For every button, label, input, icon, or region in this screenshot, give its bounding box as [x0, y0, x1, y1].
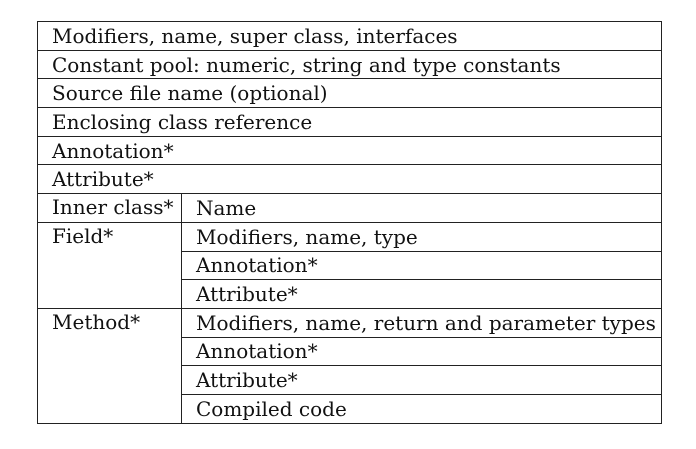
table-row: Attribute*	[38, 365, 662, 395]
field-modifiers-cell: Modifiers, name, type	[181, 221, 662, 252]
table-row: Annotation*	[37, 135, 662, 166]
table-row: Inner class* Name	[37, 193, 662, 223]
class-file-structure-table: Modifiers, name, super class, interfaces…	[37, 21, 662, 424]
source-file-cell: Source file name (optional)	[37, 78, 662, 109]
field-label: Field*	[37, 221, 182, 309]
enclosing-class-cell: Enclosing class reference	[37, 107, 662, 137]
inner-class-label: Inner class*	[37, 193, 182, 223]
method-modifiers-cell: Modifiers, name, return and parameter ty…	[181, 307, 662, 338]
header-fields-cell: Modifiers, name, super class, interfaces	[37, 21, 662, 51]
method-compiled-code-cell: Compiled code	[181, 393, 662, 424]
class-annotation-cell: Annotation*	[37, 135, 662, 166]
table-row: Attribute*	[37, 164, 662, 195]
method-label: Method*	[37, 307, 182, 424]
table-row: Annotation*	[38, 250, 662, 281]
method-annotation-cell: Annotation*	[181, 336, 662, 367]
table-row: Modifiers, name, super class, interfaces	[37, 21, 662, 51]
table-row: Compiled code	[38, 393, 662, 424]
table-row: Source file name (optional)	[37, 78, 662, 109]
field-annotation-cell: Annotation*	[181, 250, 662, 281]
table-row: Method* Modifiers, name, return and para…	[37, 307, 662, 424]
table-row: Constant pool: numeric, string and type …	[37, 49, 662, 80]
method-attribute-cell: Attribute*	[181, 365, 662, 395]
table-row: Attribute*	[38, 279, 662, 309]
inner-class-name-cell: Name	[181, 193, 662, 223]
table-row: Field* Modifiers, name, type	[37, 221, 662, 309]
field-attribute-cell: Attribute*	[181, 279, 662, 309]
constant-pool-cell: Constant pool: numeric, string and type …	[37, 49, 662, 80]
class-attribute-cell: Attribute*	[37, 164, 662, 195]
table-row: Enclosing class reference	[37, 107, 662, 137]
